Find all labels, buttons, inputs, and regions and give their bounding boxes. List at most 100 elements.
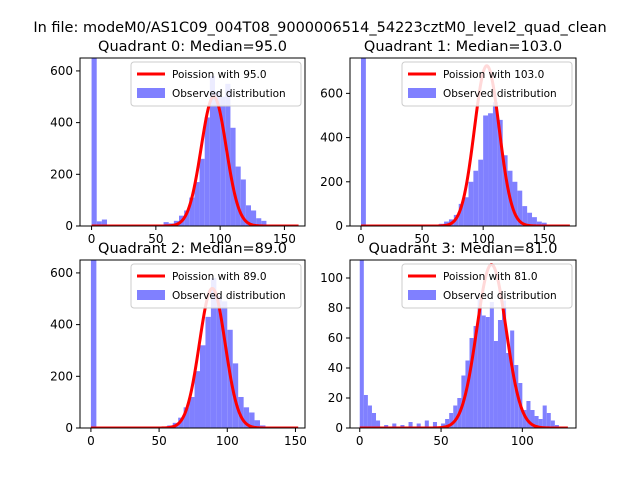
histogram-bar	[453, 405, 458, 428]
chart-panel-3: 0 50 100 0 20 40 60 80 100 Quadrant 3: Median=81.…	[320, 241, 577, 448]
histogram-bar	[194, 371, 200, 428]
histogram-bar	[216, 296, 222, 428]
legend-box	[401, 263, 573, 309]
histogram-bar	[458, 203, 464, 226]
legend-box	[130, 263, 302, 309]
histogram-bar	[424, 420, 429, 428]
histogram-bar	[441, 423, 446, 428]
histogram-bar	[449, 413, 454, 428]
legend-label-fit: Poission with 103.0	[443, 69, 544, 81]
histogram-bar	[522, 206, 528, 226]
legend-label-observed: Observed distribution	[443, 290, 557, 302]
y-tick-label: 0	[65, 421, 73, 435]
legend-box	[130, 61, 302, 107]
histogram-bar	[432, 422, 437, 428]
y-tick-label: 100	[320, 271, 343, 285]
panel-title: Quadrant 2: Median=89.0	[98, 241, 287, 257]
legend-bar-swatch	[408, 88, 436, 98]
x-tick-label: 150	[533, 232, 556, 246]
histogram-bars	[359, 260, 559, 428]
histogram-bar	[541, 222, 547, 226]
histogram-bar	[221, 301, 228, 428]
x-tick-label: 150	[273, 232, 296, 246]
histogram-bar	[408, 422, 413, 428]
histogram-bar	[477, 299, 482, 428]
histogram-bar	[532, 217, 537, 226]
x-tick-label: 0	[87, 434, 95, 448]
histogram-bar	[492, 102, 498, 226]
histogram-bar	[189, 396, 195, 428]
legend-label-observed: Observed distribution	[443, 88, 557, 100]
histogram-bar	[468, 181, 474, 226]
histogram-bar	[526, 401, 531, 428]
x-tick-label: 50	[414, 232, 429, 246]
x-tick-label: 0	[356, 434, 364, 448]
x-tick-label: 100	[472, 232, 495, 246]
x-tick-label: 50	[433, 434, 448, 448]
histogram-bar	[510, 330, 515, 428]
histogram-bar	[251, 210, 257, 226]
histogram-bar	[91, 58, 97, 226]
x-tick-label: 0	[357, 232, 365, 246]
legend-bar-swatch	[408, 290, 436, 300]
histogram-bar	[254, 420, 260, 428]
histogram-bar	[204, 117, 210, 226]
histogram-bar	[240, 179, 246, 226]
y-tick-label: 40	[328, 361, 343, 375]
y-tick-label: 200	[50, 167, 73, 181]
histogram-bar	[392, 423, 397, 428]
fit-line-group	[358, 263, 569, 428]
histogram-bar	[359, 260, 364, 428]
x-tick-label: 150	[284, 434, 307, 448]
histogram-bars	[360, 58, 547, 226]
histogram-bar	[371, 413, 377, 428]
histogram-bar	[210, 278, 217, 428]
histogram-bar	[488, 113, 493, 226]
histogram-bar	[238, 396, 244, 428]
y-tick-label: 0	[335, 219, 343, 233]
y-tick-label: 600	[50, 266, 73, 280]
legend: Poission with 95.0 Observed distribution	[130, 61, 302, 107]
histogram-bar	[538, 419, 543, 428]
histogram-bar	[163, 222, 169, 226]
histogram-bar	[205, 316, 211, 428]
histogram-bar	[194, 182, 200, 226]
x-tick-label: 50	[148, 232, 163, 246]
y-tick-label: 0	[65, 219, 73, 233]
legend: Poission with 81.0 Observed distribution	[401, 263, 573, 309]
panel-title: Quadrant 3: Median=81.0	[369, 241, 558, 257]
legend-box	[401, 61, 573, 107]
histogram-bar	[514, 365, 519, 428]
histogram-bar	[469, 338, 474, 428]
histogram-bar	[363, 395, 368, 428]
histogram-bar	[506, 353, 511, 428]
histogram-bar	[96, 221, 102, 226]
histogram-bar	[465, 360, 470, 428]
histogram-bar	[493, 341, 498, 428]
y-tick-label: 200	[50, 369, 73, 383]
histogram-bar	[249, 412, 255, 428]
chart-panel-0: 0 50 100 150 0 200 400 600 Quadrant 0: Median=95…	[50, 39, 306, 246]
histogram-bar	[473, 170, 479, 226]
histogram-bar	[530, 410, 535, 428]
histogram-bar	[230, 127, 236, 226]
histogram-bar	[497, 320, 503, 428]
histogram-bar	[245, 205, 251, 226]
histogram-bar	[360, 58, 366, 226]
histogram-bar	[199, 158, 205, 226]
legend-label-observed: Observed distribution	[172, 290, 286, 302]
y-tick-label: 60	[328, 331, 343, 345]
histogram-bar	[473, 326, 478, 428]
x-tick-label: 100	[511, 434, 534, 448]
histogram-bar	[527, 212, 533, 226]
histogram-bar	[209, 76, 215, 226]
histogram-bar	[512, 181, 518, 226]
histogram-bar	[235, 166, 241, 226]
y-tick-label: 200	[320, 175, 343, 189]
x-tick-label: 100	[216, 434, 239, 448]
histogram-bar	[485, 317, 490, 428]
histogram-bar	[463, 197, 469, 226]
histogram-bar	[534, 416, 539, 428]
y-tick-label: 400	[320, 131, 343, 145]
histogram-bar	[497, 119, 503, 226]
